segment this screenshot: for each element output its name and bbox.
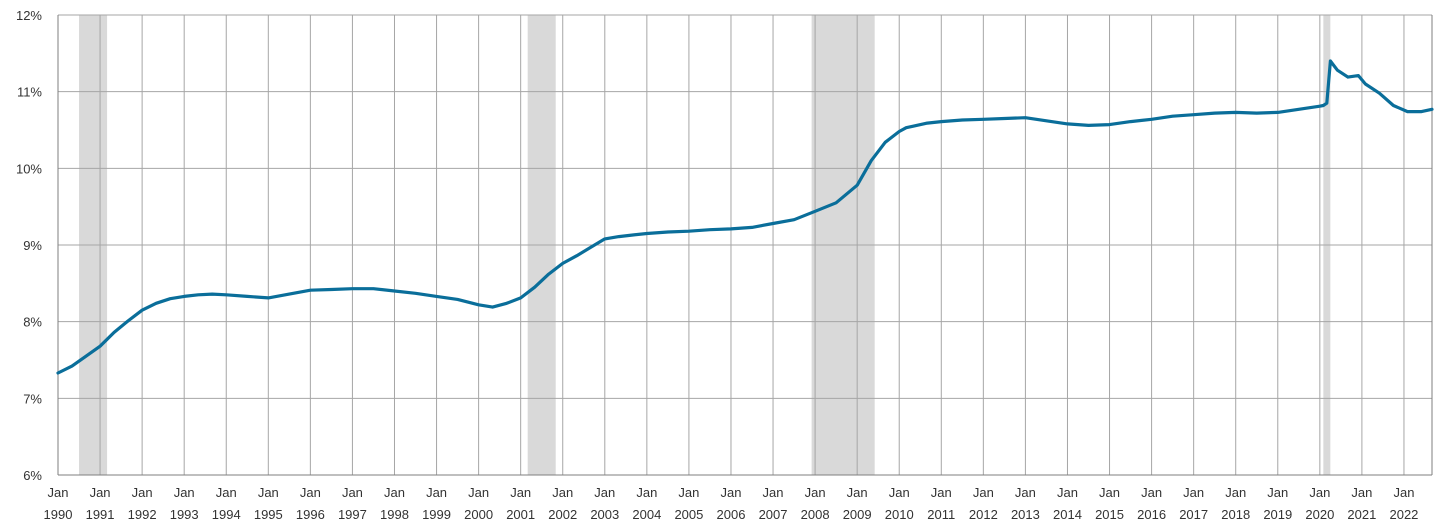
x-axis-tick-labels: Jan 1990 Jan 1991 Jan 1992 Jan 1993 Jan 1994 Jan 19… [44,485,1419,522]
x-tick-label-year: 2018 [1221,507,1250,522]
x-tick-label-month: Jan [384,485,405,500]
y-axis-tick-labels: 6% 7% 8% 9% 10% 11% 12% [16,8,42,483]
x-tick-label-year: 2009 [843,507,872,522]
gridlines [57,14,1432,476]
x-tick-label-year: 1996 [296,507,325,522]
x-tick-label-year: 2017 [1179,507,1208,522]
x-tick-label-year: 2016 [1137,507,1166,522]
y-tick-label: 12% [16,8,42,23]
x-tick-label-month: Jan [468,485,489,500]
x-tick-label-month: Jan [1309,485,1330,500]
y-tick-label: 10% [16,161,42,176]
x-tick-label-month: Jan [594,485,615,500]
x-tick-label-year: 1992 [128,507,157,522]
x-tick-label-month: Jan [889,485,910,500]
x-tick-label-month: Jan [132,485,153,500]
x-tick-label-year: 1991 [86,507,115,522]
y-tick-label: 6% [23,468,42,483]
x-tick-label-month: Jan [1015,485,1036,500]
x-tick-label-year: 2014 [1053,507,1082,522]
x-tick-label-month: Jan [931,485,952,500]
x-tick-label-month: Jan [720,485,741,500]
y-tick-label: 11% [17,85,42,100]
x-tick-label-year: 2000 [464,507,493,522]
x-tick-label-month: Jan [552,485,573,500]
x-tick-label-year: 1997 [338,507,367,522]
x-tick-label-month: Jan [342,485,363,500]
x-tick-label-month: Jan [510,485,531,500]
x-tick-label-year: 2020 [1305,507,1334,522]
x-tick-label-month: Jan [1099,485,1120,500]
x-tick-label-month: Jan [763,485,784,500]
x-tick-label-month: Jan [805,485,826,500]
x-tick-label-year: 1990 [44,507,73,522]
x-tick-label-month: Jan [847,485,868,500]
x-tick-label-month: Jan [1057,485,1078,500]
x-tick-label-year: 2022 [1389,507,1418,522]
x-tick-label-year: 2005 [674,507,703,522]
x-tick-label-year: 2001 [506,507,535,522]
x-tick-label-month: Jan [1393,485,1414,500]
x-tick-label-year: 2002 [548,507,577,522]
x-tick-label-year: 2008 [801,507,830,522]
x-tick-label-month: Jan [426,485,447,500]
x-tick-label-month: Jan [1141,485,1162,500]
x-tick-label-year: 2012 [969,507,998,522]
x-tick-label-year: 1993 [170,507,199,522]
x-tick-label-year: 2011 [927,507,955,522]
x-tick-label-year: 2010 [885,507,914,522]
x-tick-label-month: Jan [973,485,994,500]
x-tick-label-year: 2007 [759,507,788,522]
x-tick-label-month: Jan [216,485,237,500]
x-tick-label-year: 2003 [590,507,619,522]
x-tick-label-month: Jan [258,485,279,500]
x-tick-label-month: Jan [1267,485,1288,500]
x-tick-label-year: 1999 [422,507,451,522]
x-tick-label-month: Jan [1351,485,1372,500]
x-tick-label-year: 2019 [1263,507,1292,522]
x-tick-label-month: Jan [174,485,195,500]
y-tick-label: 8% [23,315,42,330]
x-tick-label-month: Jan [1225,485,1246,500]
y-tick-label: 9% [23,238,42,253]
x-tick-label-year: 2013 [1011,507,1040,522]
x-tick-label-year: 1995 [254,507,283,522]
x-tick-label-month: Jan [636,485,657,500]
x-tick-label-month: Jan [90,485,111,500]
series-line-1 [56,59,1434,375]
y-tick-label: 7% [23,391,42,406]
axes [57,15,1433,476]
x-tick-label-month: Jan [1183,485,1204,500]
x-tick-label-month: Jan [48,485,69,500]
x-tick-label-year: 2015 [1095,507,1124,522]
x-tick-label-year: 2021 [1347,507,1376,522]
x-tick-label-year: 1998 [380,507,409,522]
x-tick-label-year: 1994 [212,507,241,522]
series-layer [56,59,1434,375]
x-tick-label-year: 2006 [717,507,746,522]
x-tick-label-month: Jan [300,485,321,500]
x-tick-label-year: 2004 [632,507,661,522]
x-tick-label-month: Jan [678,485,699,500]
